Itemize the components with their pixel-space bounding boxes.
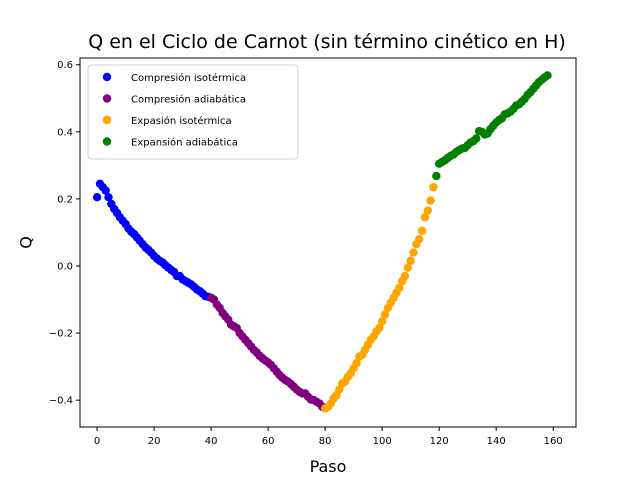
data-point-series-4: [543, 71, 552, 80]
data-point-series-4: [432, 171, 441, 181]
x-tick-label: 120: [430, 436, 449, 447]
data-point-series-3: [377, 317, 387, 326]
legend-marker: [102, 115, 112, 125]
data-point-series-1: [101, 186, 110, 195]
data-point-series-1: [92, 193, 102, 202]
plot-points: [92, 71, 552, 413]
legend-marker: [102, 137, 112, 146]
data-point-series-3: [375, 323, 384, 333]
legend-label: Compresión adiabática: [131, 94, 246, 106]
x-tick-label: 20: [148, 436, 161, 447]
data-point-series-3: [423, 206, 432, 215]
data-point-series-3: [409, 248, 418, 257]
data-point-series-3: [417, 226, 427, 235]
data-point-series-3: [352, 359, 361, 368]
y-tick-label: 0.4: [57, 127, 73, 138]
x-tick-label: 40: [205, 436, 218, 447]
y-axis-title: Q: [17, 236, 36, 249]
legend-marker: [102, 72, 112, 82]
data-point-series-1: [104, 193, 113, 202]
y-tick-label: 0.2: [57, 194, 73, 205]
x-tick-label: 80: [319, 436, 332, 447]
legend-label: Expansión adiabática: [131, 137, 238, 149]
plot-area-frame: [79, 57, 577, 428]
y-axis: −0.4 −0.2 0.0 0.2 0.4 0.6: [49, 60, 80, 407]
legend-label: Expasión isotérmica: [131, 115, 232, 127]
data-point-series-3: [415, 234, 424, 244]
data-point-series-3: [380, 310, 390, 319]
data-point-series-3: [426, 196, 435, 205]
legend-label: Compresión isotérmica: [131, 72, 246, 84]
x-tick-label: 100: [373, 436, 392, 447]
x-tick-label: 0: [94, 436, 100, 447]
chart-title: Q en el Ciclo de Carnot (sin término cin…: [88, 31, 566, 53]
y-tick-label: −0.2: [49, 329, 73, 340]
data-point-series-3: [429, 182, 438, 192]
data-point-series-3: [420, 213, 430, 222]
x-tick-label: 60: [262, 436, 275, 447]
legend-box: [87, 64, 299, 160]
data-point-series-3: [400, 271, 410, 281]
data-point-series-4: [472, 134, 481, 143]
legend: Compresión isotérmica Compresión adiabáti…: [87, 64, 299, 160]
legend-marker: [102, 94, 112, 103]
data-point-series-3: [406, 256, 415, 266]
x-axis-title: Paso: [310, 457, 347, 476]
x-axis: 0 20 40 60 80 100 120 140 160: [94, 427, 563, 447]
y-tick-label: 0.0: [57, 261, 73, 272]
y-tick-label: 0.6: [57, 60, 73, 71]
y-tick-label: −0.4: [49, 396, 73, 407]
x-tick-label: 140: [487, 436, 506, 447]
x-tick-label: 160: [544, 436, 563, 447]
data-point-series-3: [403, 263, 413, 272]
data-point-series-3: [395, 283, 404, 292]
